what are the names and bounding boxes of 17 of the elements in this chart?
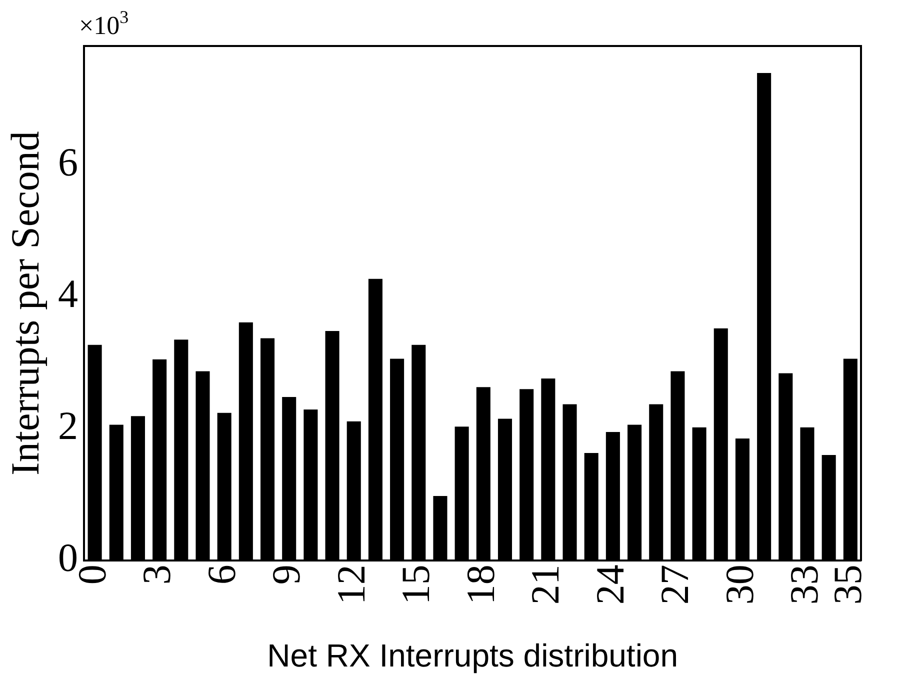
x-tick-label: 12 xyxy=(328,564,374,605)
y-tick-label: 2 xyxy=(58,403,78,448)
x-tick-label: 35 xyxy=(824,564,870,605)
x-tick-label: 15 xyxy=(393,564,438,605)
x-tick-label: 3 xyxy=(134,564,180,585)
x-tick-label: 33 xyxy=(782,564,827,605)
x-tick-label: 18 xyxy=(458,564,503,605)
y-tick-label: 6 xyxy=(58,139,78,184)
x-tick-label: 27 xyxy=(652,564,698,605)
x-tick-label: 6 xyxy=(198,564,244,585)
x-tick-label: 9 xyxy=(264,564,309,585)
y-tick-label: 4 xyxy=(58,271,78,316)
x-tick-label: 24 xyxy=(587,564,632,605)
x-axis-title: Net RX Interrupts distribution xyxy=(267,638,678,674)
y-axis-title: Interrupts per Second xyxy=(2,131,48,476)
x-tick-label: 30 xyxy=(716,564,762,605)
x-tick-label: 21 xyxy=(522,564,568,605)
